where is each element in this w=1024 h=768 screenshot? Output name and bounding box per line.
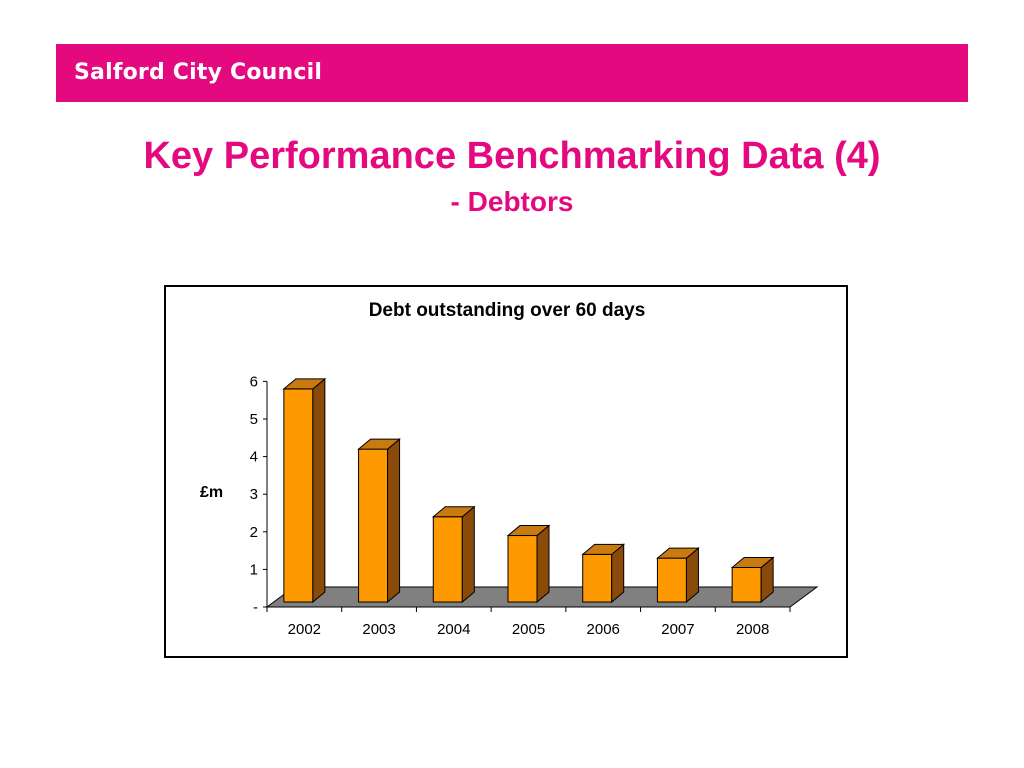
chart-title: Debt outstanding over 60 days — [368, 300, 646, 321]
header-banner: Salford City Council — [56, 44, 968, 102]
x-tick-label: 2005 — [512, 621, 545, 638]
x-tick-label: 2004 — [437, 621, 470, 638]
bar-top-2008 — [730, 557, 775, 569]
bar-top-2007 — [656, 547, 700, 559]
y-tick-label: 4 — [250, 449, 258, 466]
y-tick-label: - — [253, 599, 258, 616]
page-title: Key Performance Benchmarking Data (4) — [143, 135, 881, 177]
bar-top-2002 — [282, 378, 327, 390]
bar-2007 — [656, 557, 687, 603]
bar-top-2003 — [357, 438, 401, 450]
org-name: Salford City Council — [74, 60, 323, 85]
bar-2002 — [283, 388, 314, 603]
bar-top-2005 — [506, 525, 551, 537]
x-tick-label: 2003 — [362, 621, 395, 638]
bar-side-2003 — [387, 438, 401, 604]
bar-top-2004 — [431, 506, 476, 518]
bar-side-2004 — [461, 505, 475, 604]
y-tick-label: 5 — [250, 411, 258, 428]
x-tick-label: 2007 — [661, 621, 694, 638]
bar-side-2002 — [312, 377, 326, 604]
y-tick-label: 2 — [250, 524, 258, 541]
y-tick-label: 1 — [250, 561, 258, 578]
bar-top-2006 — [581, 543, 626, 555]
y-tick-label: 3 — [250, 486, 258, 503]
bar-2006 — [582, 553, 613, 603]
x-tick-label: 2002 — [288, 621, 321, 638]
bar-2003 — [358, 448, 389, 603]
bar-2004 — [432, 516, 463, 603]
x-tick-label: 2008 — [736, 621, 769, 638]
bar-2008 — [731, 567, 762, 603]
page-subtitle: - Debtors — [450, 186, 574, 217]
y-tick-label: 6 — [250, 373, 258, 390]
bar-side-2005 — [536, 524, 550, 604]
y-axis-label: £m — [200, 484, 224, 501]
x-tick-label: 2006 — [587, 621, 620, 638]
bar-2005 — [507, 535, 538, 603]
